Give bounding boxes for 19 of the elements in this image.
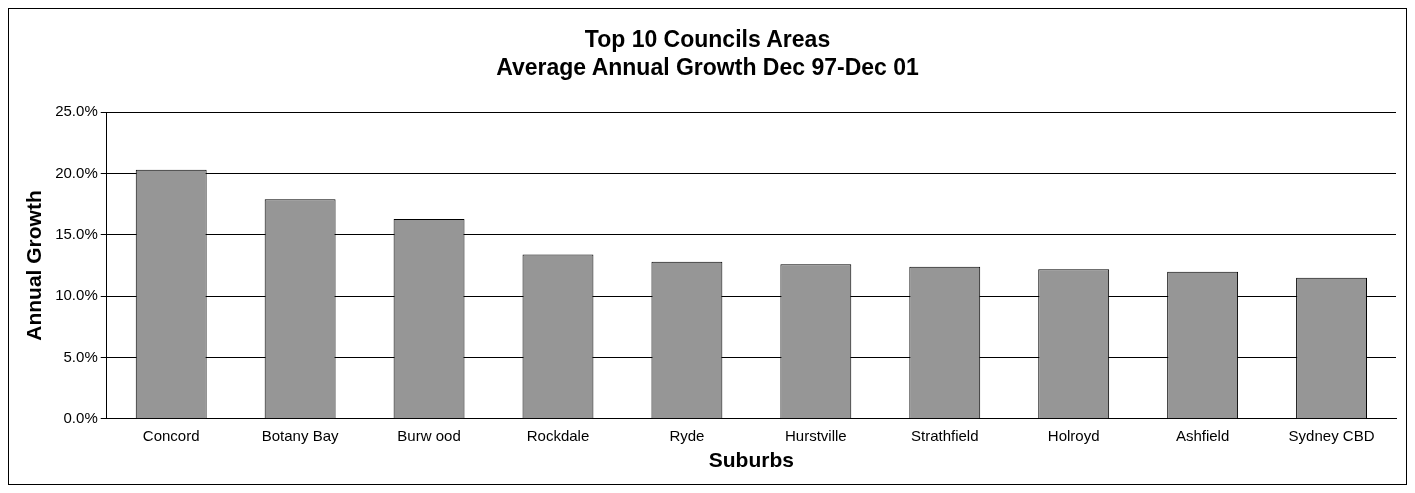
y-tick-label: 20.0% <box>55 163 98 181</box>
y-tick-label: 25.0% <box>55 102 98 120</box>
x-tick-label: Concord <box>142 426 200 444</box>
x-tick-label: Holroyd <box>1047 426 1100 444</box>
y-axis-title: Annual Growth <box>22 190 46 341</box>
y-tick-label: 10.0% <box>55 286 98 304</box>
x-tick-label: Sydney CBD <box>1288 426 1375 444</box>
x-tick-label: Botany Bay <box>261 426 339 444</box>
x-tick-label: Rockdale <box>526 426 590 444</box>
x-tick-label: Ashfield <box>1175 426 1230 444</box>
x-axis-title: Suburbs <box>708 448 794 472</box>
y-tick-label: 0.0% <box>63 408 98 426</box>
chart-title: Top 10 Councils Areas Average Annual Growth Dec 97-Dec 01 <box>496 26 920 80</box>
x-tick-label: Strathfield <box>910 426 979 444</box>
x-tick-label: Burw ood <box>397 426 461 444</box>
y-tick-label: 5.0% <box>63 347 98 365</box>
y-tick-label: 15.0% <box>55 224 98 242</box>
x-tick-label: Hurstville <box>784 426 847 444</box>
x-tick-label: Ryde <box>669 426 705 444</box>
